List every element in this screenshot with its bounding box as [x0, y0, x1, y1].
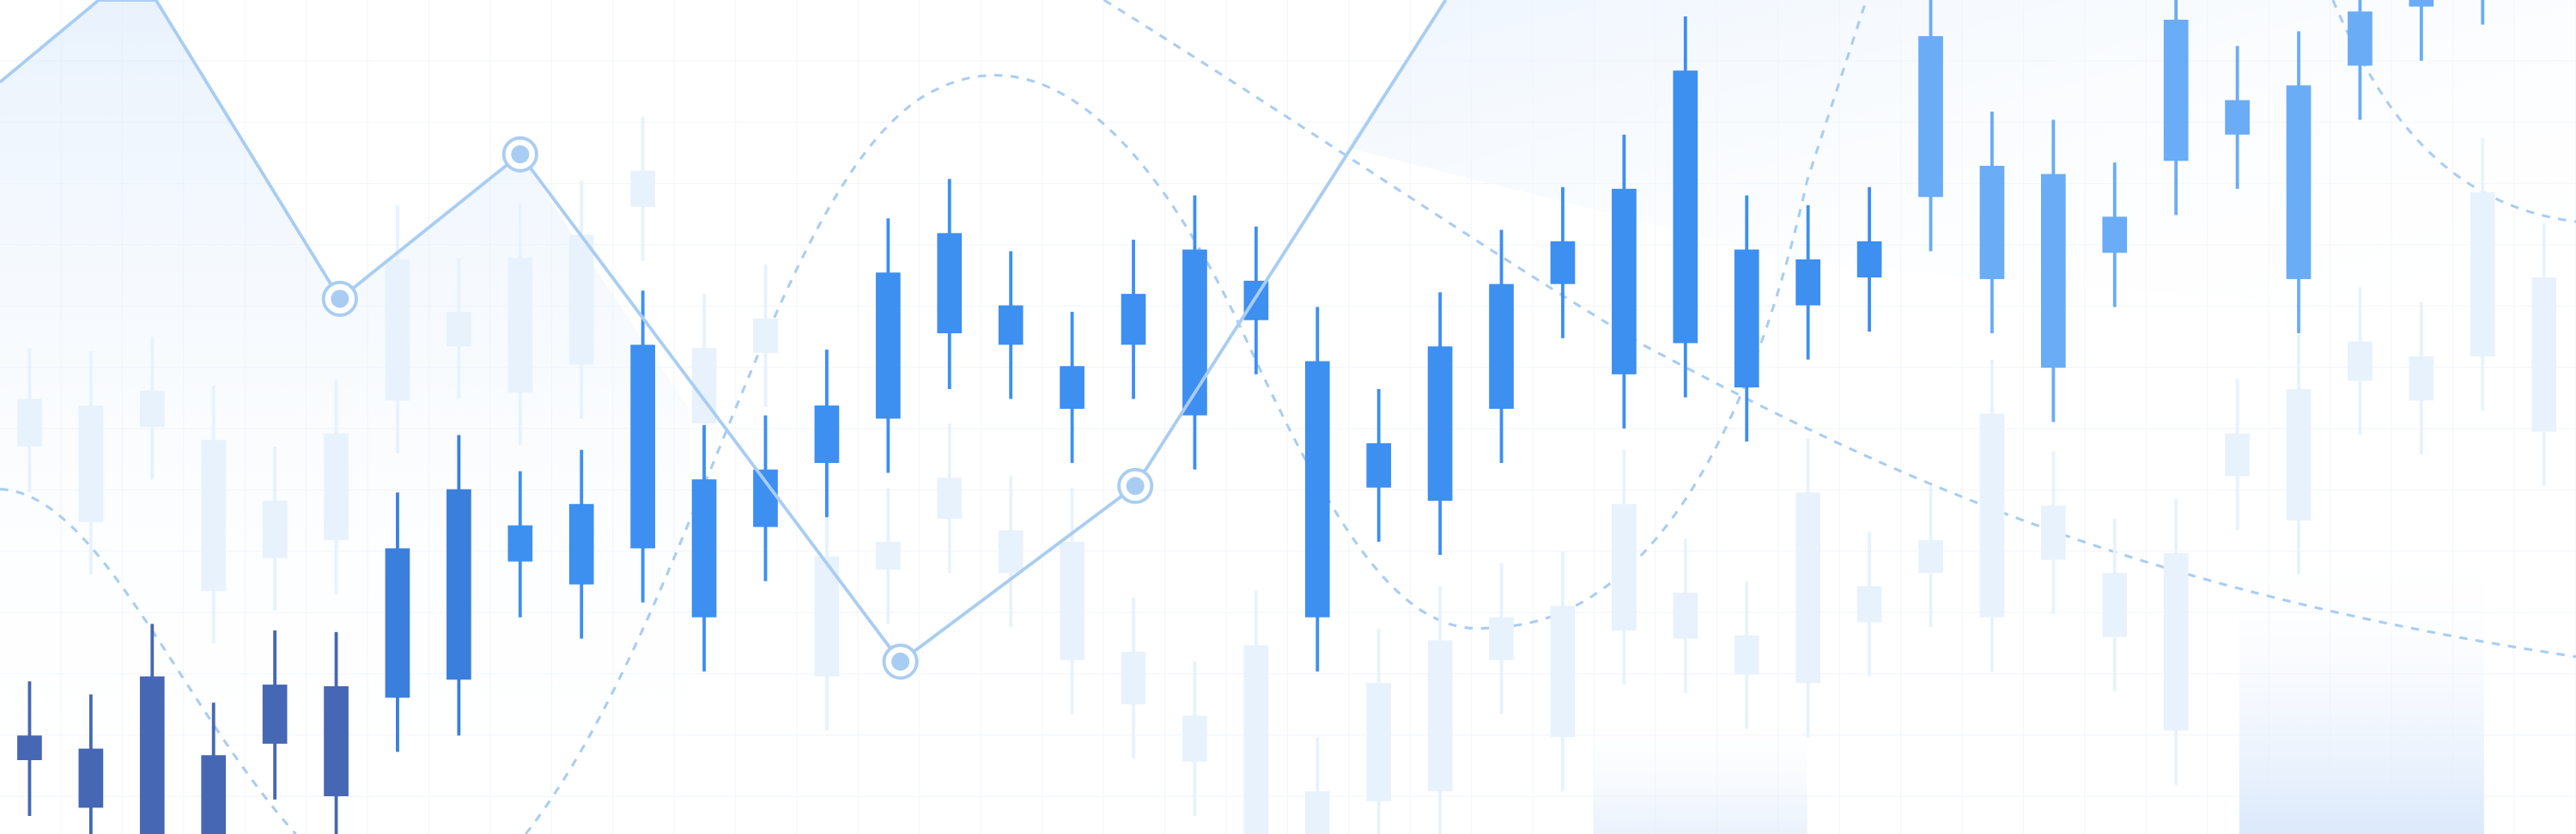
- candle-body: [1121, 294, 1146, 345]
- area-left: [0, 0, 690, 834]
- candle-body: [568, 234, 594, 365]
- candle-body: [1060, 541, 1084, 661]
- candle-body: [324, 433, 349, 540]
- candle-body: [1489, 617, 1514, 661]
- candle-body: [2348, 11, 2372, 66]
- candle-body: [1182, 715, 1207, 762]
- candle-body: [139, 676, 165, 834]
- candle-body: [814, 405, 840, 464]
- candle-body: [78, 405, 104, 522]
- candle-body: [447, 312, 471, 347]
- candle-body: [1366, 683, 1392, 801]
- candle-body: [1856, 240, 1882, 278]
- candle-body: [262, 500, 288, 558]
- candle-body: [1243, 645, 1269, 834]
- candle-body: [2102, 573, 2128, 637]
- candle-body: [630, 344, 655, 549]
- point: [331, 289, 349, 308]
- candle-body: [385, 548, 410, 698]
- candle-body: [1427, 346, 1453, 501]
- candle-body: [1795, 259, 1821, 306]
- candle-body: [1612, 503, 1637, 630]
- candle-body: [78, 748, 104, 808]
- candle-body: [1979, 413, 2005, 618]
- dashed-curve: [525, 0, 1868, 834]
- candle-body: [691, 479, 717, 618]
- dashed-curve: [1103, 0, 2576, 659]
- shade-block: [1593, 705, 1807, 834]
- candle-body: [998, 305, 1024, 345]
- point: [1126, 477, 1145, 496]
- candle-body: [2102, 216, 2128, 253]
- candle-body: [1182, 249, 1207, 416]
- candle-body: [1612, 188, 1637, 374]
- candle-body: [875, 541, 901, 570]
- candle-body: [2409, 356, 2434, 401]
- candle-body: [385, 259, 410, 401]
- candle-body: [1856, 586, 1882, 623]
- candle-body: [753, 318, 778, 353]
- candle-body: [2225, 433, 2250, 477]
- candle-body: [2040, 173, 2066, 368]
- candle-body: [2286, 85, 2312, 279]
- candle-body: [1979, 166, 2005, 279]
- candle-body: [17, 399, 42, 447]
- candle-body: [1427, 640, 1453, 792]
- shade-block: [2239, 541, 2484, 834]
- candle-body: [262, 685, 288, 744]
- candle-body: [1673, 593, 1698, 639]
- candle-body: [2163, 19, 2189, 161]
- candle-body: [2286, 389, 2312, 520]
- candle-body: [507, 525, 533, 562]
- candle-body: [1060, 366, 1084, 409]
- candle-body: [937, 233, 963, 334]
- candle-body: [2225, 100, 2250, 135]
- candle-body: [753, 469, 778, 527]
- candle-body: [1795, 492, 1821, 684]
- candle-body: [1550, 606, 1576, 738]
- candle-body: [1489, 283, 1514, 409]
- candle-body: [1918, 36, 1943, 198]
- candle-body: [1734, 249, 1759, 388]
- candle-body: [17, 735, 42, 760]
- candle-body: [998, 530, 1024, 574]
- candle-body: [630, 170, 655, 207]
- candle-body: [1304, 791, 1330, 834]
- candle-body: [201, 440, 227, 592]
- candle-body: [1304, 361, 1330, 618]
- candle-body: [1734, 635, 1759, 675]
- candle-body: [2040, 505, 2066, 560]
- point: [511, 145, 530, 164]
- candle-body: [1243, 280, 1269, 320]
- point: [891, 652, 910, 671]
- candle-body: [1366, 443, 1392, 488]
- candle-body: [2531, 277, 2557, 432]
- candle-body: [1673, 70, 1698, 344]
- candle-body: [1550, 240, 1576, 284]
- candle-body: [2163, 553, 2189, 731]
- candle-body: [937, 478, 963, 520]
- candle-body: [1121, 651, 1146, 704]
- candle-body: [139, 390, 165, 427]
- candle-body: [324, 685, 349, 797]
- candle-body: [2348, 341, 2372, 381]
- candle-body: [2470, 192, 2495, 356]
- candle-body: [1918, 539, 1943, 574]
- candle-body: [568, 503, 594, 585]
- candle-body: [447, 489, 471, 680]
- area-right: [1346, 0, 2576, 329]
- candle-body: [201, 755, 227, 834]
- candle-body: [2409, 0, 2434, 7]
- candle-body: [507, 258, 533, 393]
- trend-line: [0, 0, 1448, 664]
- candle-body: [875, 272, 901, 419]
